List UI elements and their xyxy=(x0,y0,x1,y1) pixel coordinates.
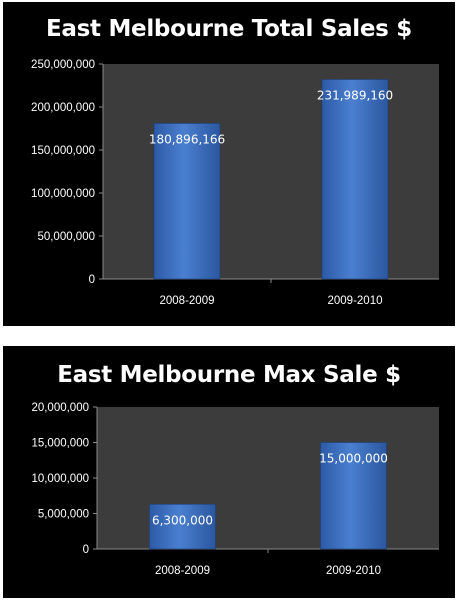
x-tick-label: 2009-2010 xyxy=(326,565,381,577)
data-label: 15,000,000 xyxy=(319,452,388,466)
data-label: 180,896,166 xyxy=(149,132,225,146)
total-sales-plot: 0 50,000,000 100,000,000 150,000,000 200,000… xyxy=(31,59,439,307)
y-tick-label: 20,000,000 xyxy=(31,402,89,414)
bar xyxy=(321,79,389,280)
y-tick-label: 50,000,000 xyxy=(37,231,95,243)
max-sale-plot: 0 5,000,000 10,000,000 15,000,000 20,000,000… xyxy=(31,402,439,577)
chart-title: East Melbourne Max Sale $ xyxy=(57,362,401,388)
y-tick-label: 150,000,000 xyxy=(31,145,95,157)
y-tick-label: 0 xyxy=(89,274,95,286)
y-tick-label: 0 xyxy=(83,544,89,556)
bar xyxy=(320,442,387,550)
y-tick-label: 250,000,000 xyxy=(31,59,95,71)
bar xyxy=(153,123,221,280)
y-tick-label: 5,000,000 xyxy=(38,509,89,521)
total-sales-chart: East Melbourne Total Sales $ 0 50,000,000… xyxy=(3,2,455,326)
plot-area xyxy=(97,407,439,549)
data-label: 231,989,160 xyxy=(317,88,393,102)
y-tick-label: 100,000,000 xyxy=(31,188,95,200)
y-tick-label: 200,000,000 xyxy=(31,102,95,114)
y-tick-label: 10,000,000 xyxy=(31,473,89,485)
chart-title: East Melbourne Total Sales $ xyxy=(46,16,412,42)
y-tick-label: 15,000,000 xyxy=(31,438,89,450)
max-sale-chart: East Melbourne Max Sale $ 0 5,000,000 10,0… xyxy=(3,346,455,598)
data-label: 6,300,000 xyxy=(152,513,213,527)
x-tick-label: 2008-2009 xyxy=(160,295,215,307)
x-tick-label: 2009-2010 xyxy=(328,295,383,307)
x-tick-label: 2008-2009 xyxy=(155,565,210,577)
bar xyxy=(149,503,216,550)
